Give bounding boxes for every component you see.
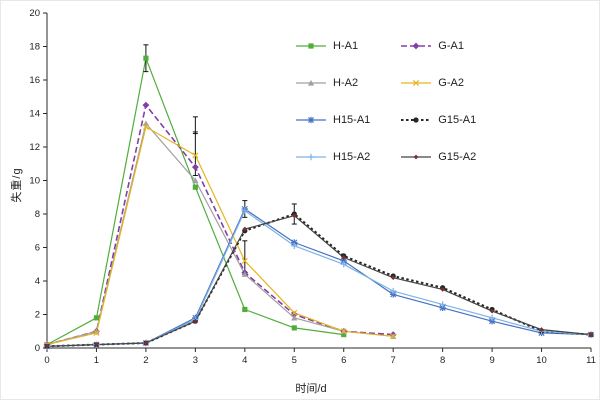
legend-item-h-a1: H-A1 bbox=[295, 35, 370, 57]
svg-text:6: 6 bbox=[341, 355, 346, 366]
svg-text:8: 8 bbox=[440, 355, 445, 366]
svg-text:20: 20 bbox=[29, 8, 40, 19]
svg-text:1: 1 bbox=[94, 355, 99, 366]
chart-legend: H-A1 H-A2 H15-A1 H15-A2 G-A1 G-A2 bbox=[295, 35, 476, 168]
svg-text:16: 16 bbox=[29, 75, 40, 86]
legend-label-g-a2: G-A2 bbox=[438, 77, 464, 89]
legend-label-g-a1: G-A1 bbox=[438, 40, 464, 52]
y-axis-title: 失重/g bbox=[11, 167, 23, 203]
legend-label-g15-a2: G15-A2 bbox=[438, 151, 477, 163]
legend-marker-h-a1 bbox=[296, 43, 326, 49]
legend-label-g15-a1: G15-A1 bbox=[438, 114, 477, 126]
legend-marker-h15-a2 bbox=[296, 153, 326, 161]
legend-column-left: H-A1 H-A2 H15-A1 H15-A2 bbox=[295, 35, 370, 168]
svg-text:11: 11 bbox=[586, 355, 596, 366]
legend-item-g-a2: G-A2 bbox=[400, 72, 476, 94]
svg-text:9: 9 bbox=[489, 355, 494, 366]
svg-text:12: 12 bbox=[29, 142, 40, 153]
svg-text:4: 4 bbox=[242, 355, 247, 366]
legend-label-h-a1: H-A1 bbox=[333, 40, 359, 52]
svg-text:3: 3 bbox=[193, 355, 198, 366]
legend-column-right: G-A1 G-A2 G15-A1 G15-A2 bbox=[400, 35, 476, 168]
svg-text:6: 6 bbox=[35, 243, 40, 254]
svg-text:5: 5 bbox=[292, 355, 297, 366]
legend-marker-h15-a1 bbox=[296, 116, 326, 124]
legend-marker-g-a1 bbox=[401, 42, 432, 50]
legend-label-h15-a2: H15-A2 bbox=[333, 151, 371, 163]
svg-text:10: 10 bbox=[29, 176, 40, 187]
svg-text:14: 14 bbox=[29, 109, 40, 120]
legend-item-h15-a1: H15-A1 bbox=[295, 109, 370, 131]
legend-item-g15-a2: G15-A2 bbox=[400, 146, 476, 168]
legend-marker-g15-a2 bbox=[401, 154, 432, 160]
svg-text:2: 2 bbox=[143, 355, 148, 366]
svg-text:0: 0 bbox=[35, 343, 40, 354]
svg-text:4: 4 bbox=[35, 276, 40, 287]
svg-text:2: 2 bbox=[35, 310, 40, 321]
legend-marker-g-a2 bbox=[401, 79, 432, 87]
legend-item-h15-a2: H15-A2 bbox=[295, 146, 370, 168]
svg-text:18: 18 bbox=[29, 42, 40, 53]
svg-text:0: 0 bbox=[44, 355, 49, 366]
legend-label-h15-a1: H15-A1 bbox=[333, 114, 371, 126]
legend-label-h-a2: H-A2 bbox=[333, 77, 359, 89]
svg-text:10: 10 bbox=[536, 355, 547, 366]
x-axis-title: 时间/d bbox=[295, 383, 327, 395]
svg-text:8: 8 bbox=[35, 209, 40, 220]
legend-item-g-a1: G-A1 bbox=[400, 35, 476, 57]
legend-marker-h-a2 bbox=[296, 79, 326, 86]
svg-text:7: 7 bbox=[391, 355, 396, 366]
legend-item-h-a2: H-A2 bbox=[295, 72, 370, 94]
legend-marker-g15-a1 bbox=[401, 117, 432, 123]
legend-item-g15-a1: G15-A1 bbox=[400, 109, 476, 131]
